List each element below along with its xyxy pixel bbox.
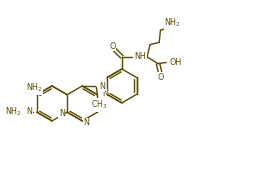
Text: N: N	[27, 107, 32, 116]
Text: NH$_2$: NH$_2$	[164, 17, 181, 29]
Text: NH$_2$: NH$_2$	[5, 106, 22, 118]
Text: CH$_3$: CH$_3$	[91, 99, 107, 111]
Text: NH$_2$: NH$_2$	[26, 82, 43, 94]
Text: N: N	[83, 118, 89, 127]
Text: NH: NH	[134, 52, 146, 61]
Text: N: N	[102, 90, 108, 98]
Text: O: O	[157, 73, 164, 82]
Text: N: N	[59, 109, 65, 118]
Text: OH: OH	[170, 58, 182, 67]
Text: N: N	[99, 82, 105, 91]
Text: O: O	[110, 42, 116, 51]
